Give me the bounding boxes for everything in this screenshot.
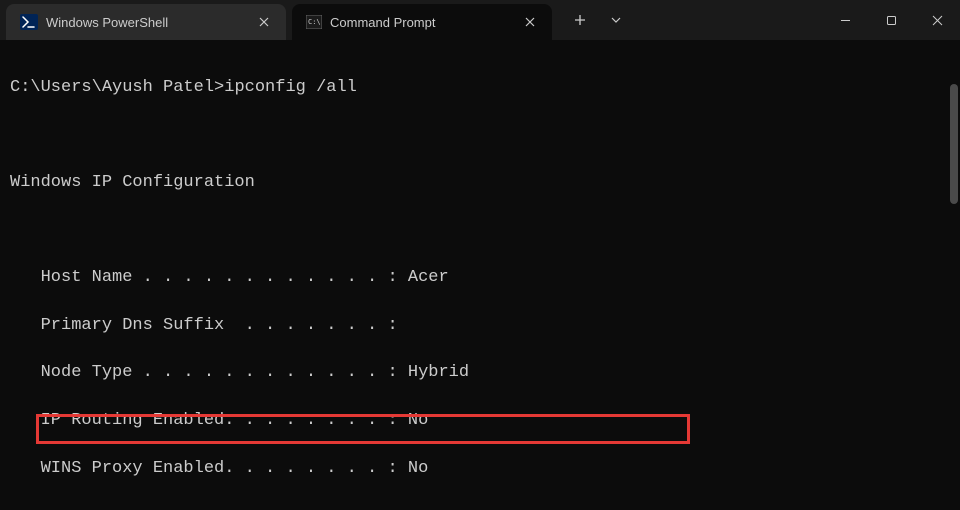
minimize-button[interactable] (822, 0, 868, 40)
prompt-line: C:\Users\Ayush Patel>ipconfig /all (10, 76, 950, 100)
maximize-button[interactable] (868, 0, 914, 40)
row-value: Hybrid (398, 363, 469, 382)
new-tab-button[interactable] (562, 4, 598, 36)
row-label: WINS Proxy Enabled. . . . . . . . : (10, 459, 398, 478)
blank-line (10, 504, 950, 510)
titlebar: Windows PowerShell C:\ Command Prompt (0, 0, 960, 40)
tab-command-prompt[interactable]: C:\ Command Prompt (292, 4, 552, 40)
prompt-command: ipconfig /all (224, 78, 357, 97)
row-value: Acer (398, 268, 449, 287)
row-value: No (398, 411, 429, 430)
svg-text:C:\: C:\ (308, 18, 321, 26)
scrollbar-thumb[interactable] (950, 84, 958, 204)
close-window-button[interactable] (914, 0, 960, 40)
row-label: IP Routing Enabled. . . . . . . . : (10, 411, 398, 430)
row-label: Primary Dns Suffix . . . . . . . : (10, 316, 398, 335)
tab-label: Windows PowerShell (46, 15, 248, 30)
prompt-path: C:\Users\Ayush Patel> (10, 78, 224, 97)
terminal-output[interactable]: C:\Users\Ayush Patel>ipconfig /all Windo… (0, 40, 960, 510)
output-row: Node Type . . . . . . . . . . . . : Hybr… (10, 361, 950, 385)
output-row: WINS Proxy Enabled. . . . . . . . : No (10, 457, 950, 481)
window-controls (822, 0, 960, 40)
row-label: Node Type . . . . . . . . . . . . : (10, 363, 398, 382)
blank-line (10, 123, 950, 147)
output-row: Primary Dns Suffix . . . . . . . : (10, 314, 950, 338)
blank-line (10, 219, 950, 243)
titlebar-drag-area[interactable] (634, 0, 822, 40)
tab-powershell[interactable]: Windows PowerShell (6, 4, 286, 40)
tab-dropdown-button[interactable] (598, 4, 634, 36)
close-icon[interactable] (522, 14, 538, 30)
output-row: Host Name . . . . . . . . . . . . : Acer (10, 266, 950, 290)
output-row: IP Routing Enabled. . . . . . . . : No (10, 409, 950, 433)
powershell-icon (20, 14, 38, 30)
tab-actions (562, 0, 634, 40)
section-heading: Windows IP Configuration (10, 171, 950, 195)
row-label: Host Name . . . . . . . . . . . . : (10, 268, 398, 287)
cmd-icon: C:\ (306, 14, 322, 30)
close-icon[interactable] (256, 14, 272, 30)
tab-label: Command Prompt (330, 15, 514, 30)
row-value: No (398, 459, 429, 478)
